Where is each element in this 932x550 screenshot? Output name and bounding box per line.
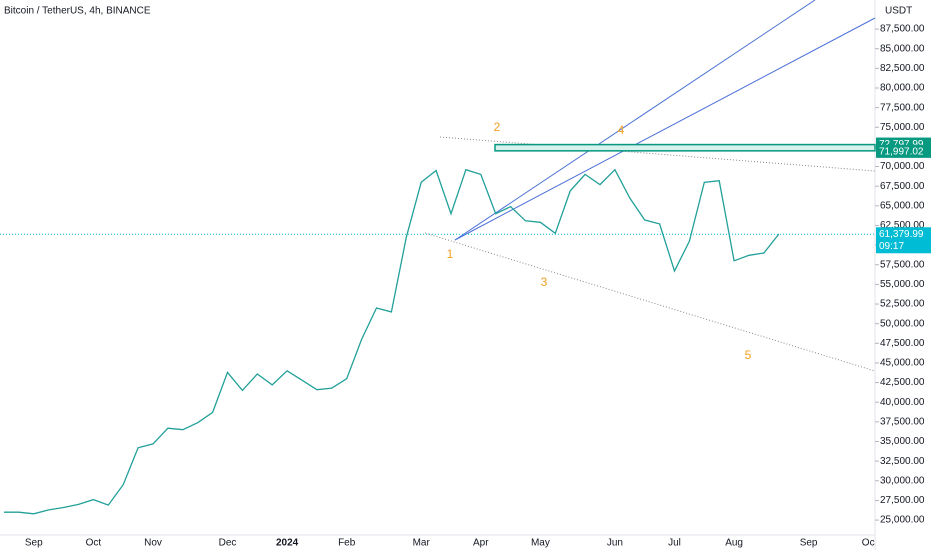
wave-label: 3 (541, 275, 548, 289)
y-tick-label: 62,500.00 (880, 220, 925, 231)
y-tick-label: 57,500.00 (880, 259, 925, 270)
y-tick-label: 67,500.00 (880, 181, 925, 192)
x-tick-label: Jul (668, 538, 681, 549)
y-tick-label: 47,500.00 (880, 338, 925, 349)
y-tick-label: 52,500.00 (880, 299, 925, 310)
countdown: 09:17 (879, 241, 904, 252)
fan-line (454, 17, 876, 241)
y-tick-label: 82,500.00 (880, 63, 925, 74)
y-axis-label: USDT (885, 6, 912, 17)
x-tick-label: 2024 (276, 538, 299, 549)
y-tick-label: 65,000.00 (880, 200, 925, 211)
price-line (4, 168, 780, 515)
x-tick-label: Apr (473, 538, 489, 549)
wave-label: 2 (494, 120, 501, 134)
y-tick-label: 85,000.00 (880, 43, 925, 54)
y-tick-label: 55,000.00 (880, 279, 925, 290)
x-tick-label: Aug (725, 538, 743, 549)
zone-top-label: 72,797.99 (879, 139, 924, 150)
last-price-label: 61,379.99 (879, 229, 924, 240)
trend-line (424, 232, 876, 372)
trend-line (439, 136, 876, 172)
zone (494, 143, 876, 152)
x-tick-label: Dec (219, 538, 237, 549)
y-tick-label: 75,000.00 (880, 122, 925, 133)
y-tick-label: 45,000.00 (880, 358, 925, 369)
last-price-tag (876, 227, 931, 254)
y-tick-label: 35,000.00 (880, 436, 925, 447)
y-tick-label: 40,000.00 (880, 397, 925, 408)
y-tick-label: 77,500.00 (880, 102, 925, 113)
y-tick-label: 70,000.00 (880, 161, 925, 172)
x-tick-label: Oct (86, 538, 102, 549)
y-tick-label: 32,500.00 (880, 456, 925, 467)
x-tick-label: Feb (338, 538, 356, 549)
y-tick-label: 80,000.00 (880, 83, 925, 94)
y-tick-label: 30,000.00 (880, 475, 925, 486)
x-tick-label: Oc (862, 538, 875, 549)
y-tick-label: 87,500.00 (880, 24, 925, 35)
wave-label: 4 (618, 123, 625, 137)
zone-bottom-tag (876, 144, 931, 158)
x-tick-label: Mar (413, 538, 431, 549)
x-tick-label: May (531, 538, 550, 549)
x-tick-label: Nov (144, 538, 162, 549)
x-tick-label: Sep (800, 538, 818, 549)
fan-line (454, 0, 816, 241)
zone-bottom-label: 71,997.02 (879, 147, 924, 158)
y-tick-label: 27,500.00 (880, 495, 925, 506)
y-tick-label: 37,500.00 (880, 417, 925, 428)
y-tick-label: 50,000.00 (880, 318, 925, 329)
y-tick-label: 25,000.00 (880, 515, 925, 526)
wave-label: 5 (745, 348, 752, 362)
chart-title: Bitcoin / TetherUS, 4h, BINANCE (4, 6, 151, 17)
x-tick-label: Sep (25, 538, 43, 549)
x-tick-label: Jun (607, 538, 623, 549)
wave-label: 1 (447, 247, 454, 261)
y-tick-label: 42,500.00 (880, 377, 925, 388)
